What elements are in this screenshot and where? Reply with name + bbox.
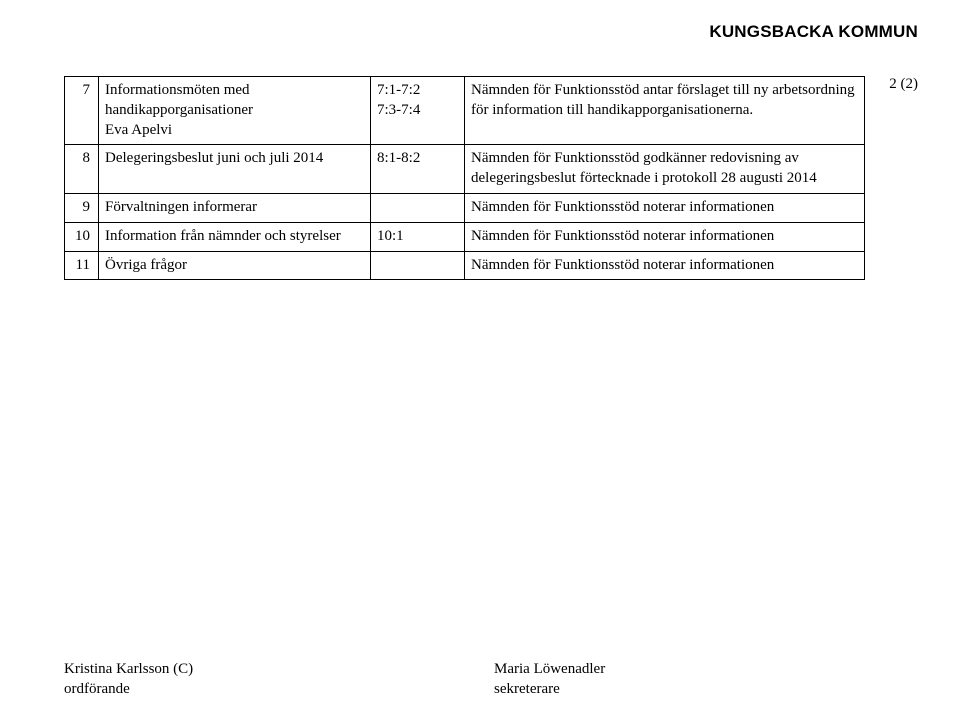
row-decision: Nämnden för Funktionsstöd noterar inform… [465, 251, 865, 280]
row-ref: 8:1-8:2 [371, 145, 465, 194]
row-decision: Nämnden för Funktionsstöd noterar inform… [465, 193, 865, 222]
signature-right-title: sekreterare [494, 680, 864, 700]
row-decision: Nämnden för Funktionsstöd antar förslage… [465, 77, 865, 145]
row-decision: Nämnden för Funktionsstöd godkänner redo… [465, 145, 865, 194]
signatures: Kristina Karlsson (C) ordförande Maria L… [64, 660, 864, 700]
row-item: Delegeringsbeslut juni och juli 2014 [99, 145, 371, 194]
row-ref: 7:1-7:27:3-7:4 [371, 77, 465, 145]
org-header: KUNGSBACKA KOMMUN [64, 22, 918, 42]
table-row: 10 Information från nämnder och styrelse… [65, 222, 865, 251]
row-item: Information från nämnder och styrelser [99, 222, 371, 251]
row-ref: 10:1 [371, 222, 465, 251]
page-number: 2 (2) [889, 76, 918, 93]
row-index: 8 [65, 145, 99, 194]
signature-left-title: ordförande [64, 680, 494, 700]
agenda-table-body: 7 Informationsmöten med handikapporganis… [65, 77, 865, 280]
row-decision: Nämnden för Funktionsstöd noterar inform… [465, 222, 865, 251]
row-item: Förvaltningen informerar [99, 193, 371, 222]
row-index: 9 [65, 193, 99, 222]
table-row: 8 Delegeringsbeslut juni och juli 2014 8… [65, 145, 865, 194]
agenda-table: 7 Informationsmöten med handikapporganis… [64, 76, 865, 280]
row-item: Övriga frågor [99, 251, 371, 280]
signature-left: Kristina Karlsson (C) ordförande [64, 660, 494, 700]
signature-right: Maria Löwenadler sekreterare [494, 660, 864, 700]
row-index: 10 [65, 222, 99, 251]
table-row: 11 Övriga frågor Nämnden för Funktionsst… [65, 251, 865, 280]
signature-left-name: Kristina Karlsson (C) [64, 660, 494, 680]
row-index: 7 [65, 77, 99, 145]
signature-right-name: Maria Löwenadler [494, 660, 864, 680]
table-row: 9 Förvaltningen informerar Nämnden för F… [65, 193, 865, 222]
row-ref [371, 193, 465, 222]
page: KUNGSBACKA KOMMUN 2 (2) 7 Informationsmö… [0, 0, 960, 726]
row-index: 11 [65, 251, 99, 280]
row-ref [371, 251, 465, 280]
row-item: Informationsmöten med handikapporganisat… [99, 77, 371, 145]
table-row: 7 Informationsmöten med handikapporganis… [65, 77, 865, 145]
